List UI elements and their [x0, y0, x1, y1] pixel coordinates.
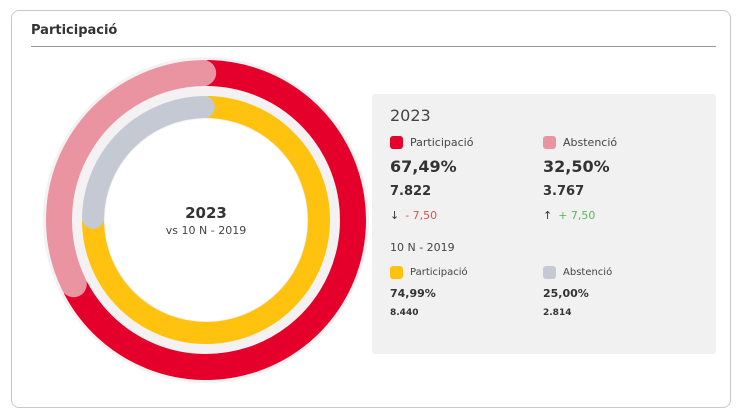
current-participation: Participació 67,49% 7.822 ↓ - 7,50 — [390, 136, 473, 222]
card-title: Participació — [31, 23, 118, 38]
legend-abstention: Abstenció — [543, 136, 617, 149]
previous-abstention: Abstenció 25,00% 2.814 — [543, 266, 612, 318]
panel-year: 2023 — [390, 106, 431, 125]
abstention-label: Abstenció — [563, 136, 618, 149]
ring-0-slice-abstenci-[interactable] — [46, 60, 217, 298]
legend-participation: Participació — [390, 136, 473, 149]
center-year: 2023 — [185, 203, 227, 222]
previous-election-label: 10 N - 2019 — [390, 241, 455, 254]
prev-abstention-percent: 25,00% — [543, 287, 589, 300]
legend-prev-participation: Participació — [390, 266, 468, 279]
participation-count: 7.822 — [390, 184, 432, 199]
prev-participation-percent: 74,99% — [390, 287, 436, 300]
prev-participation-count: 8.440 — [390, 308, 419, 318]
participation-percent: 67,49% — [390, 157, 457, 176]
prev-participation-swatch — [390, 266, 403, 279]
participation-swatch — [390, 136, 403, 149]
abstention-swatch — [543, 136, 556, 149]
donut-chart: 2023 vs 10 N - 2019 — [43, 57, 369, 383]
legend-prev-abstention: Abstenció — [543, 266, 612, 279]
ring-0-slice-participaci-[interactable] — [63, 60, 366, 380]
center-subtitle: vs 10 N - 2019 — [165, 223, 247, 237]
abstention-percent: 32,50% — [543, 157, 610, 176]
ring-1-slice-participaci-[interactable] — [82, 96, 330, 344]
prev-abstention-swatch — [543, 266, 556, 279]
arrow-down-icon: ↓ — [390, 209, 400, 222]
abstention-count: 3.767 — [543, 184, 585, 199]
prev-abstention-label: Abstenció — [563, 267, 613, 278]
ring-1-slice-abstenci-[interactable] — [82, 96, 215, 229]
arrow-up-icon: ↑ — [543, 209, 553, 222]
participation-label: Participació — [410, 136, 474, 149]
results-panel: 2023 Participació 67,49% 7.822 ↓ - 7,50 … — [372, 94, 716, 354]
abstention-delta: ↑ + 7,50 — [543, 209, 617, 222]
donut-svg — [43, 57, 369, 383]
current-abstention: Abstenció 32,50% 3.767 ↑ + 7,50 — [543, 136, 617, 222]
participation-delta-value: - 7,50 — [405, 209, 438, 222]
participation-delta: ↓ - 7,50 — [390, 209, 473, 222]
previous-participation: Participació 74,99% 8.440 — [390, 266, 468, 318]
prev-abstention-count: 2.814 — [543, 308, 572, 318]
title-divider — [31, 46, 716, 47]
prev-participation-label: Participació — [410, 267, 468, 278]
abstention-delta-value: + 7,50 — [558, 209, 596, 222]
donut-center-label: 2023 vs 10 N - 2019 — [43, 57, 369, 383]
donut-hole — [105, 119, 307, 321]
